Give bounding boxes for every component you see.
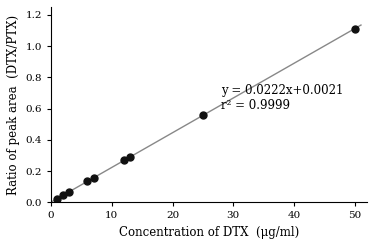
Point	[54, 197, 60, 201]
X-axis label: Concentration of DTX  (μg/ml): Concentration of DTX (μg/ml)	[119, 226, 299, 239]
Point	[121, 158, 127, 162]
Text: y = 0.0222x+0.0021
r² = 0.9999: y = 0.0222x+0.0021 r² = 0.9999	[221, 84, 344, 112]
Point	[66, 190, 72, 194]
Y-axis label: Ratio of peak area  (DTX/PTX): Ratio of peak area (DTX/PTX)	[7, 15, 20, 195]
Point	[91, 176, 96, 180]
Point	[127, 155, 133, 159]
Point	[85, 179, 91, 183]
Point	[200, 113, 206, 117]
Point	[60, 193, 66, 197]
Point	[352, 27, 358, 31]
